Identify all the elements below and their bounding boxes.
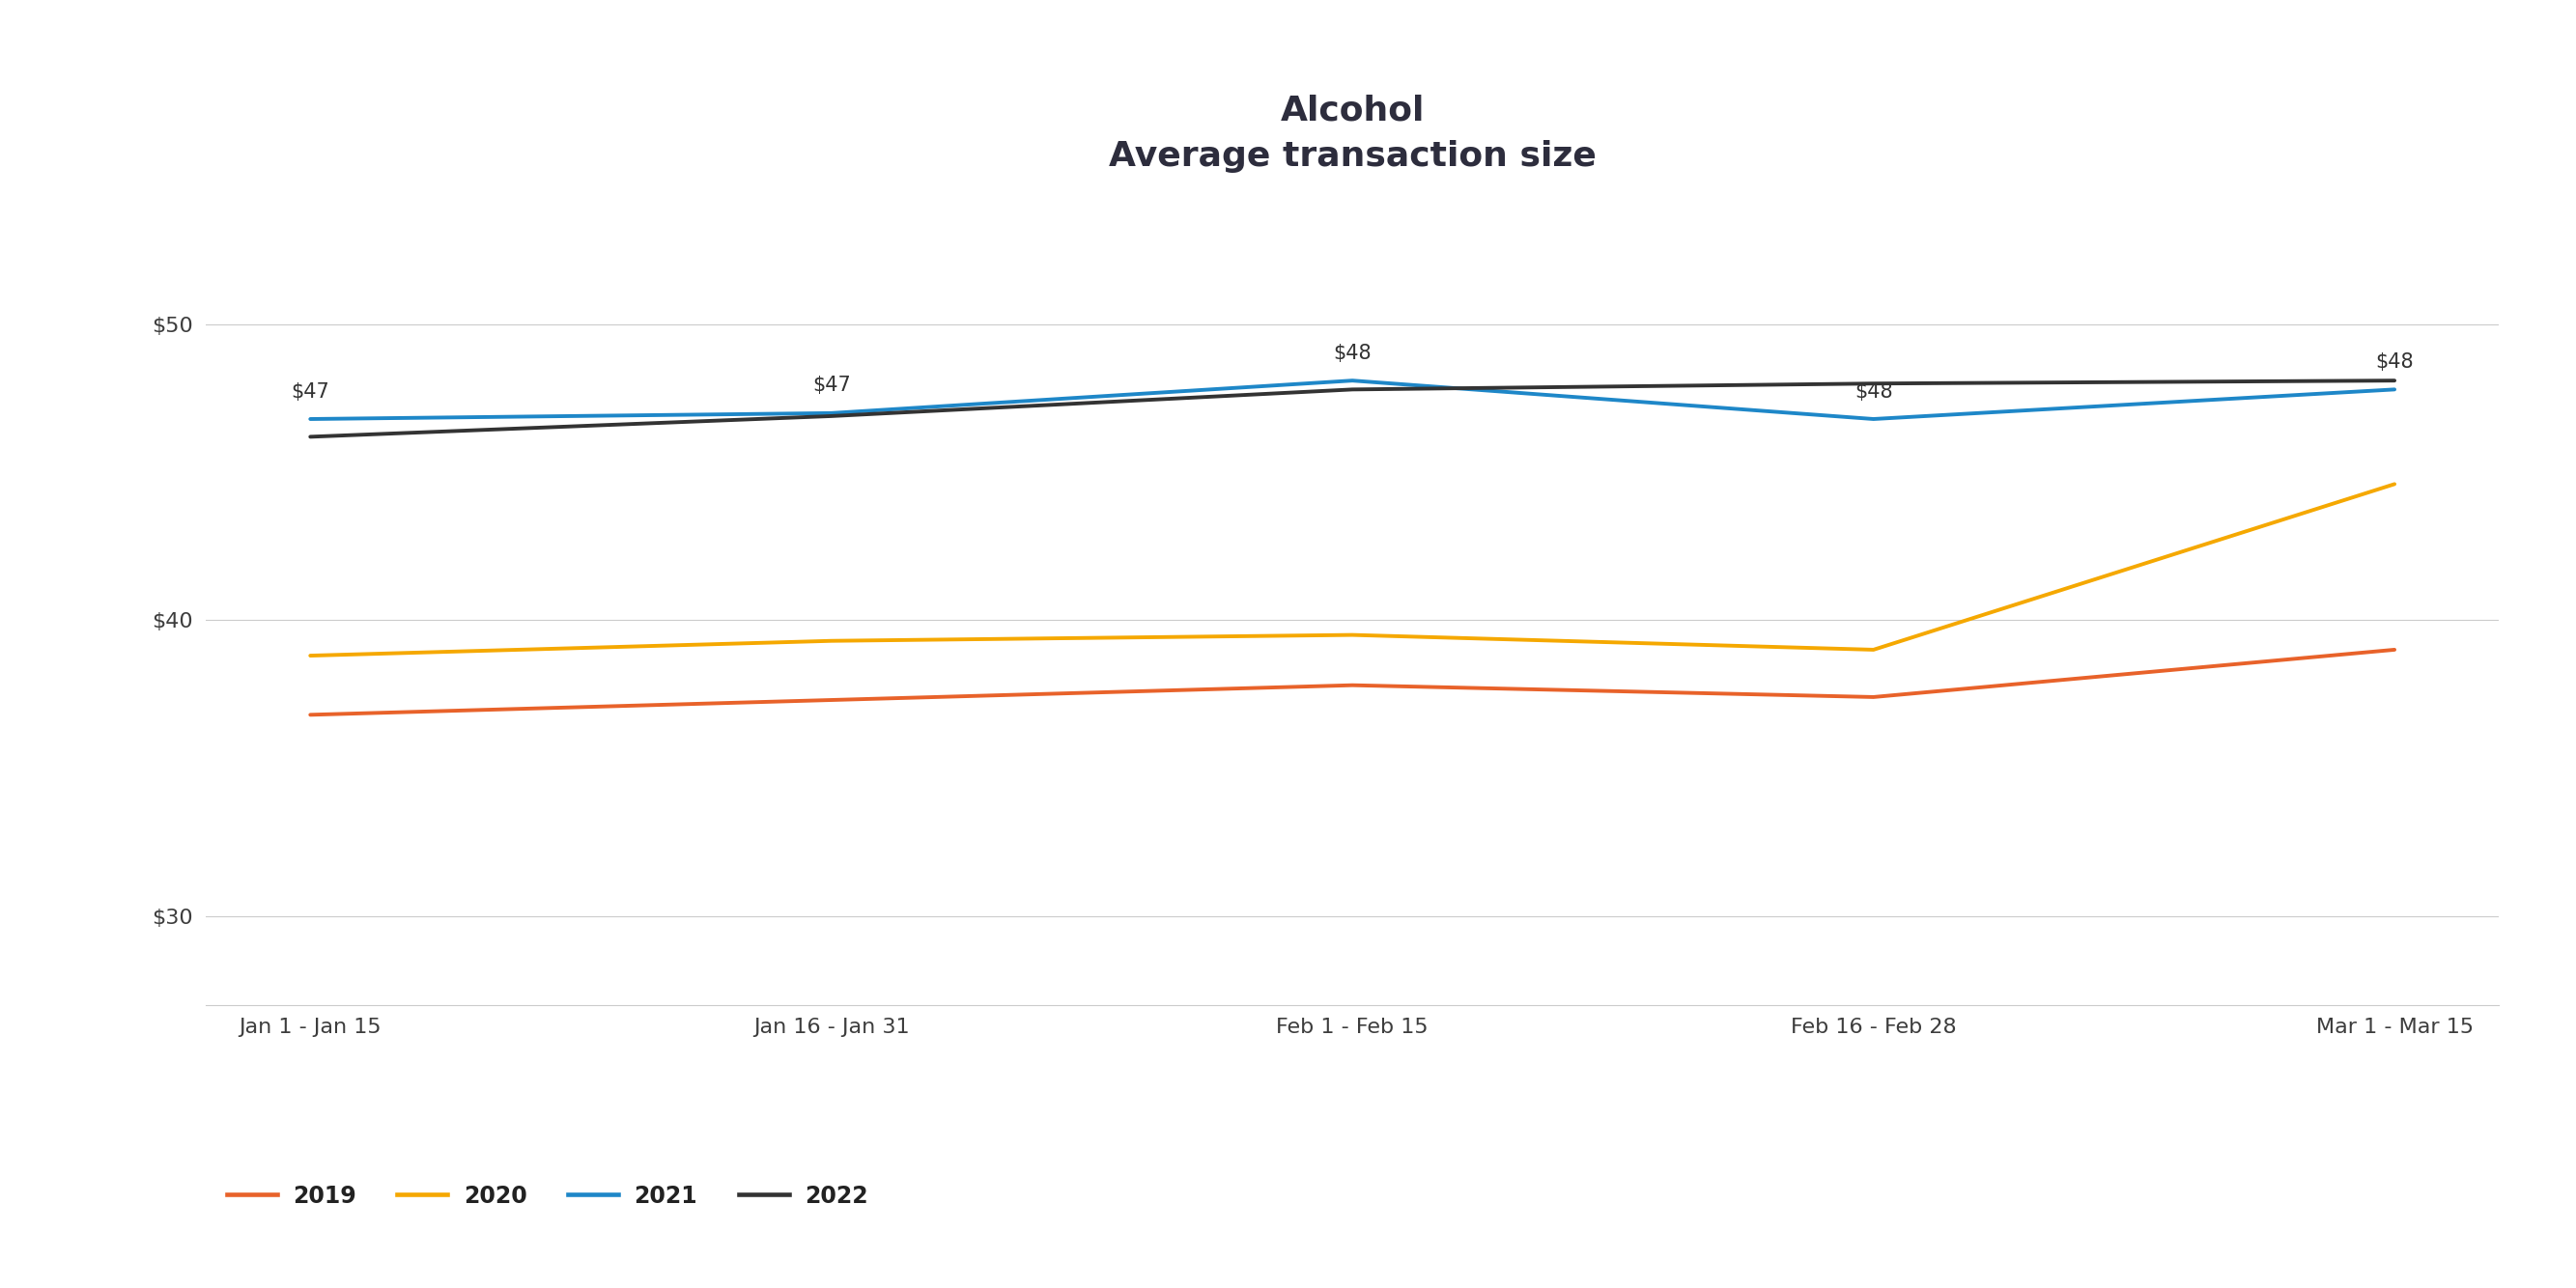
Text: $47: $47 bbox=[291, 383, 330, 402]
Text: $47: $47 bbox=[811, 376, 850, 395]
Text: $48: $48 bbox=[2375, 353, 2414, 372]
Text: $48: $48 bbox=[1334, 344, 1370, 363]
Title: Alcohol
Average transaction size: Alcohol Average transaction size bbox=[1108, 94, 1597, 173]
Text: $48: $48 bbox=[1855, 383, 1893, 402]
Legend: 2019, 2020, 2021, 2022: 2019, 2020, 2021, 2022 bbox=[216, 1176, 878, 1217]
